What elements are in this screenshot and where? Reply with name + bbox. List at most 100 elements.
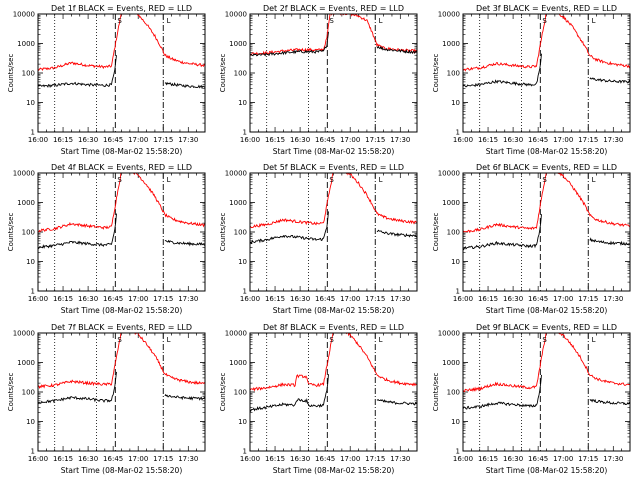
x-tick-label: 16:15	[53, 295, 73, 303]
events-series-line	[38, 371, 117, 404]
y-tick-label: 1	[456, 448, 460, 456]
y-tick-label: 10000	[13, 11, 35, 19]
y-tick-label: 10	[238, 99, 247, 107]
events-series-line	[38, 55, 117, 89]
chart-title: Det 6f BLACK = Events, RED = LLD	[476, 163, 617, 172]
y-tick-label: 1	[456, 129, 460, 137]
x-axis-label: Start Time (08-Mar-02 15:58:20)	[273, 147, 395, 156]
plot-area	[463, 14, 630, 88]
x-tick-label: 16:45	[315, 295, 335, 303]
plot-area	[38, 333, 205, 404]
plot-area	[463, 173, 630, 251]
x-tick-label: 16:45	[528, 136, 548, 144]
chart-title: Det 4f BLACK = Events, RED = LLD	[51, 163, 192, 172]
chart-title: Det 3f BLACK = Events, RED = LLD	[476, 4, 617, 13]
lld-series-line	[463, 14, 630, 72]
y-tick-label: 10	[26, 418, 35, 426]
x-tick-label: 17:15	[365, 295, 385, 303]
x-tick-label: 16:00	[240, 455, 260, 463]
y-tick-label: 1000	[442, 359, 460, 367]
y-tick-label: 1000	[17, 359, 35, 367]
y-tick-label: 1000	[229, 359, 247, 367]
plot-frame	[37, 13, 206, 133]
x-tick-label: 16:15	[478, 295, 498, 303]
x-tick-label: 17:00	[128, 136, 148, 144]
events-series-line	[376, 399, 417, 406]
x-tick-label: 16:30	[503, 455, 523, 463]
y-tick-label: 1000	[442, 199, 460, 207]
x-tick-label: 16:15	[265, 455, 285, 463]
x-tick-label: 16:15	[478, 136, 498, 144]
annotation-label: S	[329, 176, 334, 184]
x-tick-label: 17:15	[578, 295, 598, 303]
x-axis-label: Start Time (08-Mar-02 15:58:20)	[61, 466, 183, 475]
x-tick-label: 16:00	[28, 455, 48, 463]
annotation-label: S	[542, 336, 547, 344]
annotation-label: L	[379, 17, 383, 25]
x-tick-label: 17:00	[128, 295, 148, 303]
y-axis-label: Counts/sec	[7, 54, 15, 93]
annotation-label: L	[379, 336, 383, 344]
y-tick-label: 1	[243, 288, 247, 296]
plot-frame	[249, 332, 418, 452]
x-tick-label: 16:45	[528, 455, 548, 463]
x-axis-label: Start Time (08-Mar-02 15:58:20)	[486, 466, 608, 475]
events-series-line	[376, 45, 417, 55]
x-tick-label: 16:15	[265, 136, 285, 144]
annotation-label: S	[117, 17, 122, 25]
x-tick-label: 16:45	[528, 295, 548, 303]
x-tick-label: 16:30	[78, 136, 98, 144]
y-tick-label: 100	[447, 389, 460, 397]
x-tick-label: 16:30	[503, 136, 523, 144]
x-tick-label: 16:30	[78, 455, 98, 463]
x-axis-label: Start Time (08-Mar-02 15:58:20)	[486, 147, 608, 156]
plot-area	[250, 173, 417, 245]
y-tick-label: 10000	[225, 170, 247, 178]
x-tick-label: 17:00	[340, 455, 360, 463]
plot-area	[38, 14, 205, 90]
x-tick-label: 17:15	[578, 455, 598, 463]
x-tick-label: 16:45	[315, 136, 335, 144]
events-series-line	[589, 398, 630, 406]
x-tick-label: 16:45	[103, 455, 123, 463]
x-tick-label: 16:45	[103, 295, 123, 303]
events-series-line	[376, 229, 417, 238]
y-tick-label: 10000	[438, 11, 460, 19]
y-tick-label: 10000	[438, 330, 460, 338]
events-series-line	[250, 211, 329, 245]
x-tick-label: 17:30	[603, 136, 623, 144]
y-axis-label: Counts/sec	[432, 54, 440, 93]
y-axis-label: Counts/sec	[219, 213, 227, 252]
y-tick-label: 10000	[13, 330, 35, 338]
y-tick-label: 10	[238, 258, 247, 266]
lld-series-line	[463, 333, 630, 393]
x-tick-label: 16:30	[503, 295, 523, 303]
events-series-line	[589, 237, 630, 246]
chart-panel-5: Det 5f BLACK = Events, RED = LLD Counts/s…	[219, 163, 418, 315]
x-tick-label: 16:45	[103, 136, 123, 144]
plot-frame	[37, 332, 206, 452]
x-tick-label: 17:15	[365, 455, 385, 463]
chart-panel-3: Det 3f BLACK = Events, RED = LLD Counts/s…	[432, 4, 631, 156]
y-tick-label: 10000	[438, 170, 460, 178]
chart-panel-1: Det 1f BLACK = Events, RED = LLD Counts/s…	[7, 4, 206, 156]
chart-title: Det 8f BLACK = Events, RED = LLD	[263, 323, 404, 332]
x-tick-label: 17:00	[553, 295, 573, 303]
events-series-line	[38, 213, 117, 250]
y-tick-label: 1	[31, 288, 35, 296]
x-tick-label: 17:30	[178, 295, 198, 303]
y-tick-label: 1	[243, 129, 247, 137]
x-tick-label: 16:00	[240, 295, 260, 303]
chart-title: Det 9f BLACK = Events, RED = LLD	[476, 323, 617, 332]
chart-title: Det 5f BLACK = Events, RED = LLD	[263, 163, 404, 172]
x-axis-label: Start Time (08-Mar-02 15:58:20)	[61, 306, 183, 315]
y-axis-label: Counts/sec	[7, 213, 15, 252]
x-tick-label: 16:15	[53, 136, 73, 144]
chart-panel-7: Det 7f BLACK = Events, RED = LLD Counts/s…	[7, 323, 206, 475]
y-tick-label: 10000	[225, 11, 247, 19]
y-tick-label: 10	[451, 258, 460, 266]
y-tick-label: 1000	[17, 40, 35, 48]
x-tick-label: 16:15	[53, 455, 73, 463]
plot-frame	[249, 13, 418, 133]
